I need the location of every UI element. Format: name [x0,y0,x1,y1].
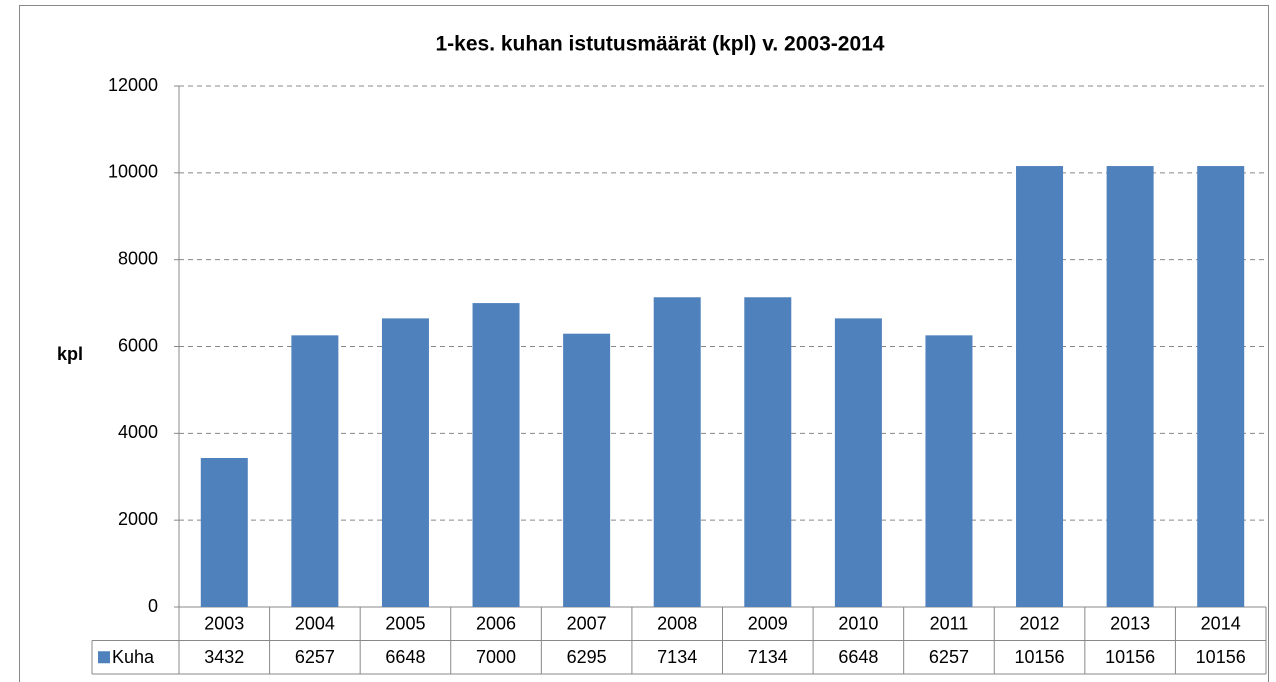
bar [1016,166,1064,607]
x-tick-label: 2003 [204,614,244,634]
x-tick-label: 2005 [385,614,425,634]
table-value: 6257 [929,647,969,667]
legend-label: Kuha [112,647,155,667]
y-tick-label: 8000 [118,248,158,268]
bar [381,318,429,607]
x-tick-label: 2011 [930,614,969,634]
bar [834,318,882,607]
y-axis-label: kpl [57,344,83,364]
legend-swatch [98,651,110,664]
y-tick-label: 2000 [118,509,158,529]
bar [653,297,701,607]
table-value: 7134 [657,647,697,667]
bar [744,297,792,607]
bar [563,333,611,607]
table-value: 6648 [838,647,878,667]
x-tick-label: 2013 [1110,614,1150,634]
x-tick-label: 2014 [1201,614,1241,634]
x-tick-label: 2008 [657,614,697,634]
table-value: 10156 [1196,647,1246,667]
x-tick-label: 2006 [476,614,516,634]
y-tick-label: 4000 [118,422,158,442]
table-value: 6648 [385,647,425,667]
y-tick-label: 6000 [118,335,158,355]
bar [1197,166,1245,607]
x-tick-label: 2010 [838,614,878,634]
table-value: 6295 [567,647,607,667]
x-tick-label: 2007 [567,614,607,634]
y-tick-label: 12000 [108,75,158,95]
table-value: 10156 [1105,647,1155,667]
table-value: 10156 [1015,647,1065,667]
bar [925,335,973,607]
chart-title: 1-kes. kuhan istutusmäärät (kpl) v. 2003… [436,33,885,56]
x-tick-label: 2009 [748,614,788,634]
y-tick-label: 0 [148,596,158,616]
table-value: 6257 [295,647,335,667]
bar [1106,166,1154,607]
bar [472,303,520,607]
bar [291,335,339,607]
bar [200,457,248,607]
table-value: 7134 [748,647,788,667]
x-tick-label: 2012 [1020,614,1060,634]
x-tick-label: 2004 [295,614,335,634]
y-tick-label: 10000 [108,162,158,182]
table-value: 3432 [204,647,244,667]
table-value: 7000 [476,647,516,667]
